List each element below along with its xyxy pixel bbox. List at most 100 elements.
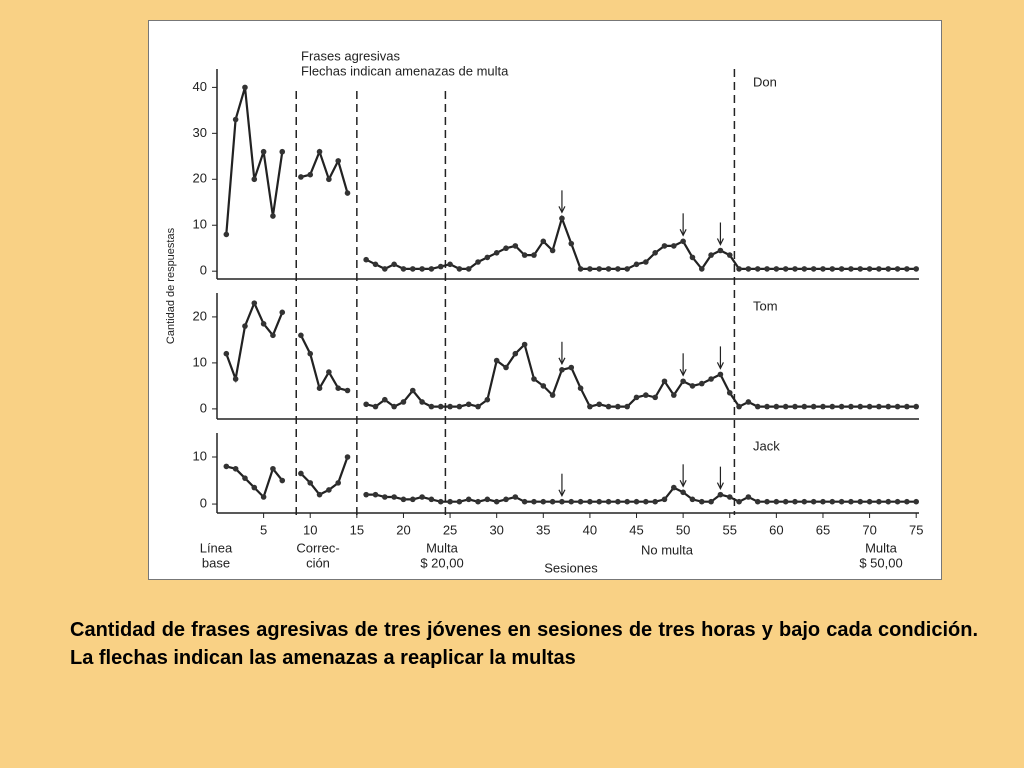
data-point — [671, 484, 677, 491]
phase-label: No multa — [641, 542, 694, 557]
data-point — [894, 498, 901, 505]
data-point — [745, 494, 752, 500]
x-tick-label: 20 — [396, 522, 410, 537]
threat-arrow — [716, 222, 724, 246]
data-point — [279, 309, 286, 316]
data-point — [503, 364, 509, 371]
data-point — [885, 403, 892, 410]
data-point — [726, 252, 733, 258]
data-point — [876, 498, 882, 505]
data-point — [409, 266, 416, 272]
data-point — [838, 266, 845, 272]
data-point — [698, 380, 705, 387]
data-point — [680, 238, 686, 245]
data-point — [913, 498, 920, 505]
phase-label: Multa — [426, 540, 459, 555]
data-point — [736, 498, 742, 505]
data-point — [885, 498, 892, 505]
arrow-head — [558, 489, 566, 498]
data-point — [568, 498, 575, 505]
data-point — [242, 323, 248, 329]
data-point — [615, 498, 621, 505]
data-point — [605, 266, 612, 272]
y-tick-label: 0 — [200, 400, 207, 415]
data-point — [400, 266, 407, 272]
data-point — [820, 498, 826, 505]
data-point — [726, 389, 733, 396]
data-point — [242, 84, 248, 91]
data-point — [904, 498, 910, 505]
data-point — [475, 259, 481, 265]
x-tick-label: 75 — [909, 522, 923, 537]
data-line — [226, 456, 917, 503]
x-tick-label: 50 — [676, 522, 690, 537]
data-point — [810, 266, 817, 272]
data-point — [577, 498, 584, 505]
data-point — [549, 247, 556, 254]
data-point — [820, 403, 826, 410]
data-point — [363, 256, 369, 263]
data-point — [596, 266, 603, 272]
data-point — [773, 266, 780, 272]
data-point — [605, 403, 612, 410]
data-point — [643, 392, 649, 398]
data-point — [391, 261, 397, 268]
threat-arrow — [558, 473, 566, 498]
data-point — [689, 383, 696, 389]
arrow-head — [558, 206, 566, 214]
threat-arrow — [716, 466, 724, 490]
data-point — [307, 350, 314, 357]
x-axis-label: Sesiones — [544, 560, 598, 575]
data-point — [512, 494, 519, 500]
data-point — [512, 350, 519, 357]
data-point — [577, 266, 584, 272]
data-point — [838, 403, 845, 410]
data-point — [382, 494, 388, 500]
data-point — [382, 396, 388, 403]
data-point — [456, 403, 463, 410]
data-point — [764, 266, 770, 272]
data-point — [717, 247, 724, 254]
data-point — [689, 496, 696, 503]
data-point — [223, 231, 230, 238]
data-point — [876, 403, 882, 410]
x-tick-label: 60 — [769, 522, 783, 537]
data-point — [624, 266, 630, 272]
panel-label: Don — [753, 74, 777, 89]
data-point — [419, 266, 425, 272]
data-point — [624, 498, 630, 505]
data-point — [456, 498, 463, 505]
threat-arrow — [558, 341, 566, 366]
data-point — [391, 403, 397, 410]
data-point — [540, 383, 547, 389]
data-point — [363, 401, 369, 408]
data-point — [633, 498, 640, 505]
data-point — [549, 392, 556, 398]
chart: Frases agresivas Flechas indican amenaza… — [148, 20, 942, 580]
data-point — [698, 498, 705, 505]
y-tick-label: 20 — [193, 308, 207, 323]
data-point — [605, 498, 612, 505]
data-point — [680, 489, 686, 496]
data-point — [549, 498, 556, 505]
data-point — [624, 403, 630, 410]
x-tick-label: 30 — [489, 522, 503, 537]
data-point — [372, 403, 379, 410]
y-tick-label: 0 — [200, 495, 207, 510]
data-point — [913, 403, 920, 410]
y-tick-label: 10 — [193, 217, 207, 232]
phase-label: ción — [306, 555, 330, 570]
x-tick-label: 70 — [862, 522, 876, 537]
data-point — [316, 385, 323, 391]
data-point — [596, 498, 603, 505]
data-point — [773, 403, 780, 410]
data-point — [419, 494, 425, 500]
data-point — [344, 190, 351, 196]
data-point — [540, 498, 547, 505]
data-point — [335, 480, 341, 486]
y-tick-label: 40 — [193, 79, 207, 94]
data-point — [326, 369, 332, 375]
data-point — [270, 213, 276, 219]
threat-arrow — [679, 464, 687, 488]
data-point — [270, 465, 276, 472]
